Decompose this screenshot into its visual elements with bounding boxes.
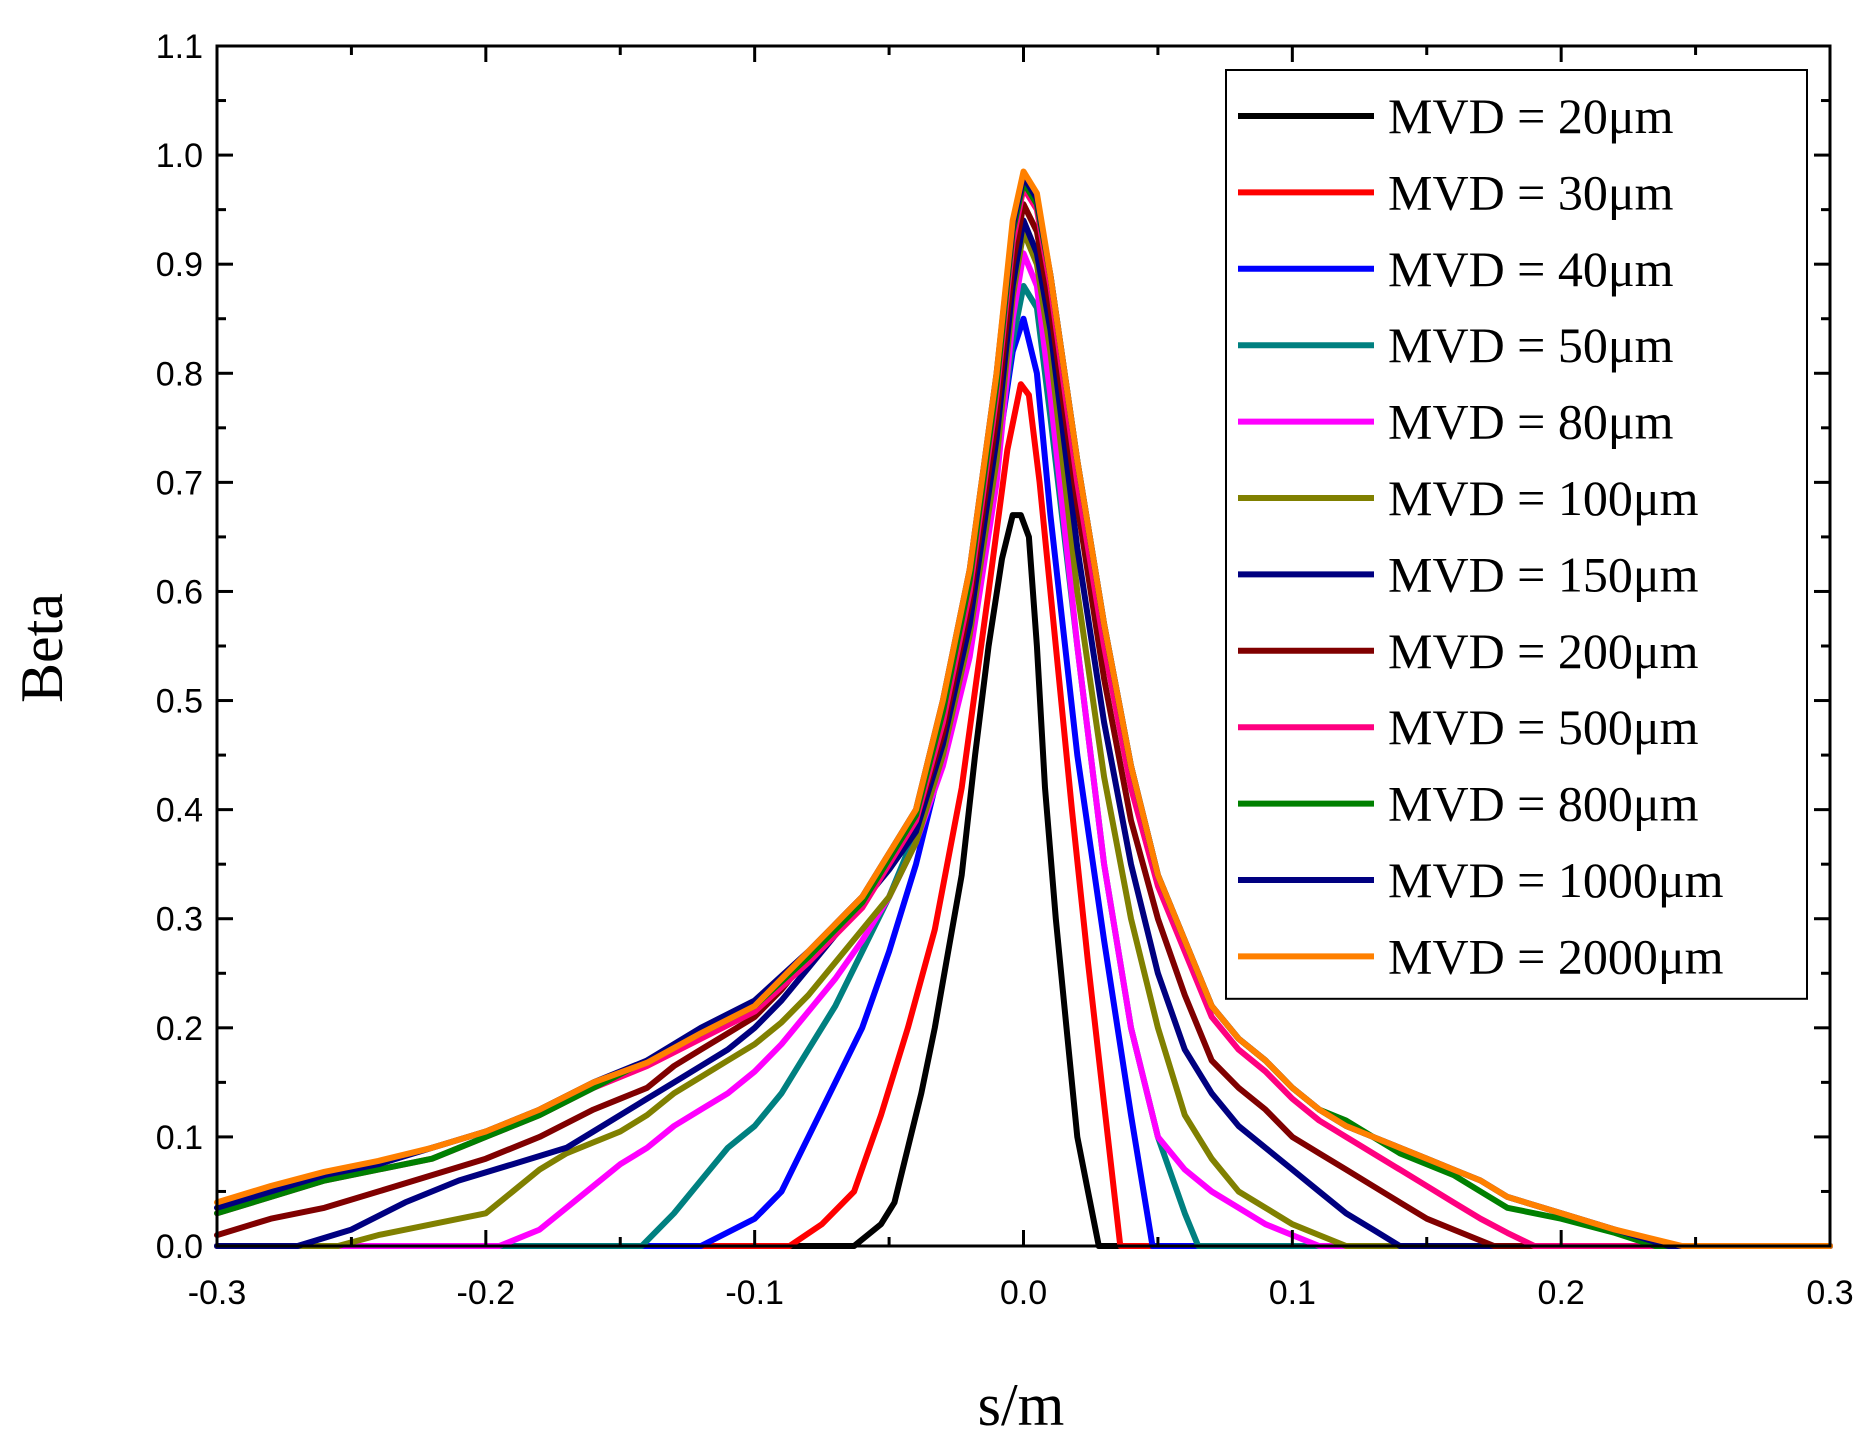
y-tick-label: 0.8 (156, 355, 203, 393)
legend-label-5: MVD = 100μm (1388, 470, 1699, 526)
legend-label-3: MVD = 50μm (1388, 317, 1674, 373)
plot-lines (214, 168, 1833, 1249)
legend-box (1225, 69, 1808, 1000)
series-line-5 (214, 228, 1833, 1249)
legend-label-7: MVD = 200μm (1388, 623, 1699, 679)
legend: MVD = 20μm MVD = 30μm MVD = 40μm MVD = 50μm… (1225, 69, 1808, 1000)
legend-label-9: MVD = 800μm (1388, 776, 1699, 832)
x-tick-label: 0.3 (1806, 1274, 1853, 1312)
series-line-6 (214, 217, 1833, 1249)
x-tick-label: 0.0 (1000, 1274, 1047, 1312)
y-tick-label: 0.5 (156, 683, 203, 721)
y-tick-label: 0.7 (156, 464, 203, 502)
legend-label-10: MVD = 1000μm (1388, 852, 1724, 908)
x-tick-label: 0.1 (1269, 1274, 1316, 1312)
legend-label-0: MVD = 20μm (1388, 88, 1674, 144)
y-tick-label: 0.4 (156, 792, 203, 830)
y-axis-title: Beta (9, 593, 75, 703)
series-line-4 (214, 250, 1833, 1249)
y-tick-label: 0.2 (156, 1010, 203, 1048)
x-tick-label: -0.1 (725, 1274, 784, 1312)
series-line-0 (214, 512, 1833, 1249)
legend-label-6: MVD = 150μm (1388, 546, 1699, 602)
ticks: -0.3 -0.2 -0.1 0.0 0.1 0.2 0.3 0.0 0.1 0.2 0.3 0.4 0… (156, 28, 1854, 1312)
x-axis-title: s/m (978, 1372, 1065, 1438)
legend-label-4: MVD = 80μm (1388, 394, 1674, 450)
y-tick-label: 1.0 (156, 137, 203, 175)
y-tick-label: 0.1 (156, 1119, 203, 1157)
y-tick-label: 0.0 (156, 1228, 203, 1266)
x-tick-label: 0.2 (1538, 1274, 1585, 1312)
legend-label-8: MVD = 500μm (1388, 699, 1699, 755)
series-line-11 (214, 168, 1833, 1249)
y-tick-label: 1.1 (156, 28, 203, 66)
legend-label-2: MVD = 40μm (1388, 241, 1674, 297)
y-tick-label: 0.3 (156, 901, 203, 939)
series-line-1 (214, 381, 1833, 1249)
legend-label-11: MVD = 2000μm (1388, 928, 1724, 984)
y-tick-label: 0.9 (156, 246, 203, 284)
x-tick-label: -0.2 (457, 1274, 516, 1312)
x-tick-label: -0.3 (188, 1274, 247, 1312)
y-tick-label: 0.6 (156, 573, 203, 611)
legend-label-1: MVD = 30μm (1388, 164, 1674, 220)
